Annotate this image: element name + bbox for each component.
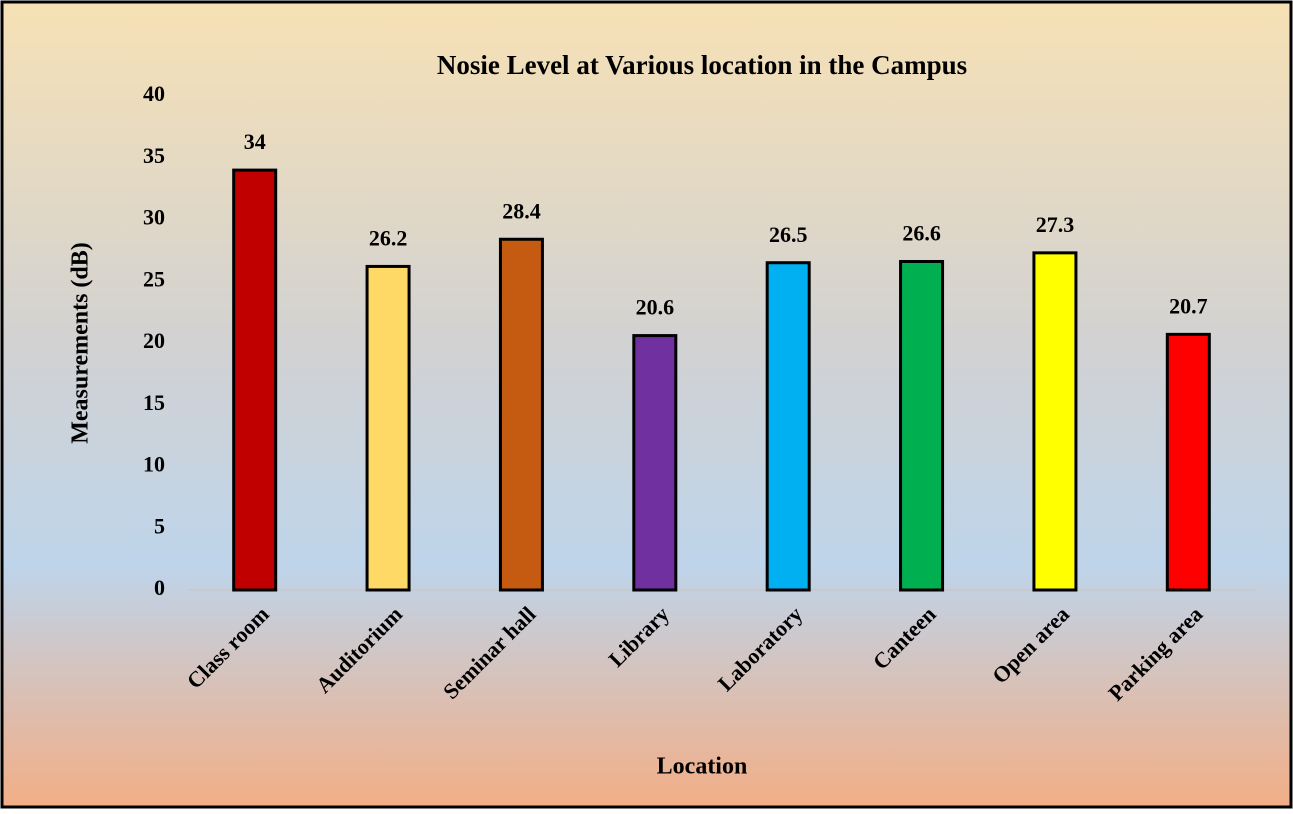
data-label: 28.4 <box>502 198 541 223</box>
y-tick-label: 15 <box>143 390 165 415</box>
y-tick-label: 25 <box>143 266 165 291</box>
data-label: 20.6 <box>636 295 675 320</box>
chart-title: Nosie Level at Various location in the C… <box>437 50 967 80</box>
y-axis-label: Measurements (dB) <box>68 242 94 444</box>
bar <box>765 261 811 592</box>
data-label: 20.7 <box>1169 293 1208 318</box>
bar <box>498 237 544 592</box>
y-tick-label: 20 <box>143 328 165 353</box>
data-label: 26.6 <box>902 221 941 246</box>
bar <box>232 168 278 592</box>
y-tick-label: 40 <box>143 81 165 106</box>
y-tick-label: 35 <box>143 143 165 168</box>
data-label: 34 <box>244 129 266 154</box>
x-axis-label: Location <box>657 754 748 780</box>
data-label: 26.2 <box>369 225 408 250</box>
bar <box>632 334 678 592</box>
data-label: 27.3 <box>1036 212 1075 237</box>
y-tick-label: 0 <box>154 575 165 600</box>
y-tick-label: 10 <box>143 452 165 477</box>
bar <box>899 259 945 592</box>
y-tick-label: 5 <box>154 513 165 538</box>
bar <box>1165 332 1211 592</box>
data-label: 26.5 <box>769 222 808 247</box>
y-tick-label: 30 <box>143 205 165 230</box>
bar <box>1032 251 1078 592</box>
bar <box>365 264 411 592</box>
